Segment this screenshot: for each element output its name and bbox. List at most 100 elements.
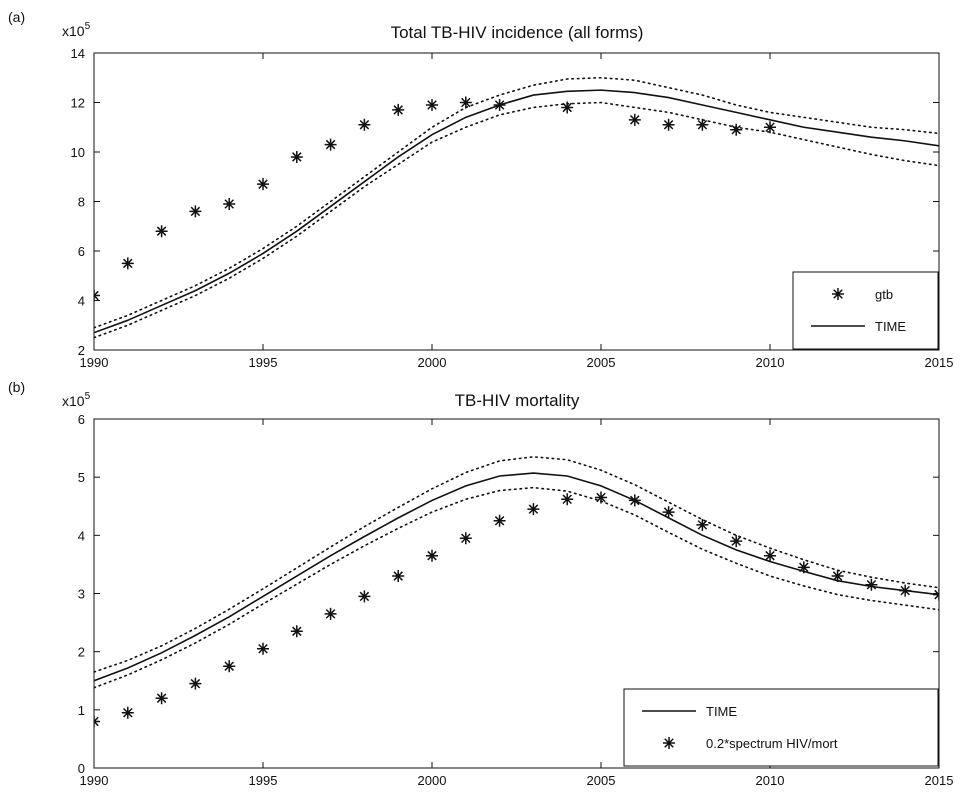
confidence-bound-line xyxy=(94,101,939,339)
x-tick-label: 1990 xyxy=(80,355,109,370)
data-point-star xyxy=(257,642,269,655)
data-point-star xyxy=(94,715,100,728)
series-time-line xyxy=(94,472,939,682)
data-point-star xyxy=(94,289,100,302)
data-point-star xyxy=(426,98,438,111)
data-point-star xyxy=(696,518,709,531)
x-tick-label: 2010 xyxy=(756,773,785,788)
multiplier-exponent: 5 xyxy=(85,391,91,402)
data-point-star xyxy=(628,113,641,126)
y-tick-label: 12 xyxy=(71,96,85,111)
data-point-star xyxy=(358,118,371,131)
legend-label: TIME xyxy=(875,319,906,334)
y-tick-label: 4 xyxy=(78,528,85,543)
data-point-star xyxy=(459,532,472,545)
y-tick-label: 14 xyxy=(71,46,85,61)
data-point-star xyxy=(865,578,878,591)
data-point-star xyxy=(662,118,675,131)
data-point-star xyxy=(933,588,939,601)
series-gtb-markers xyxy=(94,96,776,302)
data-point-star xyxy=(662,506,675,519)
y-tick-label: 6 xyxy=(78,412,85,427)
data-point-star xyxy=(493,514,506,527)
data-point-star xyxy=(121,257,134,270)
data-point-star xyxy=(764,121,776,134)
legend-label: gtb xyxy=(875,287,893,302)
data-point-star xyxy=(831,570,844,583)
y-tick-label: 10 xyxy=(71,145,85,160)
data-point-star xyxy=(189,677,202,690)
y-axis-multiplier: x105 xyxy=(62,391,91,409)
panel-a: (a) Total TB-HIV incidence (all forms) x10… xyxy=(8,9,953,370)
data-point-star xyxy=(797,561,810,574)
data-point-star xyxy=(324,607,337,620)
data-point-star xyxy=(459,96,472,109)
multiplier-base: x10 xyxy=(62,23,85,39)
legend: TIME 0.2*spectrum HIV/mort xyxy=(623,688,939,767)
y-tick-label: 2 xyxy=(78,645,85,660)
data-point-star xyxy=(561,101,574,114)
y-tick-label: 1 xyxy=(78,703,85,718)
data-point-star xyxy=(121,706,134,719)
x-tick-label: 2005 xyxy=(587,355,616,370)
data-point-star xyxy=(696,118,709,131)
data-point-star xyxy=(764,549,776,562)
y-tick-label: 4 xyxy=(78,294,85,309)
data-point-star xyxy=(358,590,371,603)
multiplier-exponent: 5 xyxy=(85,21,91,32)
legend-box xyxy=(792,271,939,350)
y-tick-label: 0 xyxy=(78,761,85,776)
legend-star-marker xyxy=(663,737,675,749)
chart-title: TB-HIV mortality xyxy=(455,391,580,410)
x-tick-label: 1995 xyxy=(249,773,278,788)
legend-label: TIME xyxy=(706,704,737,719)
chart-title: Total TB-HIV incidence (all forms) xyxy=(391,23,644,42)
data-point-star xyxy=(527,503,540,516)
x-tick-label: 2010 xyxy=(756,355,785,370)
data-point-star xyxy=(595,491,607,504)
legend-label: 0.2*spectrum HIV/mort xyxy=(706,736,838,751)
panel-label: (a) xyxy=(8,9,25,25)
y-tick-label: 2 xyxy=(78,343,85,358)
panel-label: (b) xyxy=(8,379,25,395)
multiplier-base: x10 xyxy=(62,393,85,409)
data-point-star xyxy=(155,692,168,705)
y-tick-label: 3 xyxy=(78,587,85,602)
legend-star-marker xyxy=(832,288,844,300)
data-point-star xyxy=(561,493,574,506)
y-tick-label: 8 xyxy=(78,195,85,210)
x-tick-label: 2000 xyxy=(418,773,447,788)
x-tick-label: 2015 xyxy=(925,773,954,788)
data-point-star xyxy=(392,570,405,583)
data-point-star xyxy=(628,494,641,507)
confidence-bound-line xyxy=(94,486,939,689)
x-tick-label: 2015 xyxy=(925,355,954,370)
x-tick-label: 1995 xyxy=(249,355,278,370)
data-point-star xyxy=(899,584,912,597)
data-point-star xyxy=(155,225,168,238)
series-0-2-spectrum-hiv-mort-markers xyxy=(94,491,939,728)
legend-box xyxy=(623,688,939,767)
y-tick-label: 6 xyxy=(78,244,85,259)
y-tick-label: 5 xyxy=(78,470,85,485)
x-tick-label: 1990 xyxy=(80,773,109,788)
data-point-star xyxy=(392,103,405,116)
legend: gtb TIME xyxy=(792,271,939,350)
data-point-star xyxy=(223,660,236,673)
data-point-star xyxy=(290,625,303,638)
confidence-bound-line xyxy=(94,456,939,673)
y-axis-multiplier: x105 xyxy=(62,21,91,39)
x-tick-label: 2000 xyxy=(418,355,447,370)
data-point-star xyxy=(223,197,236,210)
x-tick-label: 2005 xyxy=(587,773,616,788)
data-point-star xyxy=(290,150,303,163)
data-point-star xyxy=(426,549,438,562)
data-point-star xyxy=(189,205,202,218)
data-point-star xyxy=(730,535,743,548)
data-point-star xyxy=(257,178,269,191)
data-point-star xyxy=(730,123,743,136)
series-time-line xyxy=(94,89,939,334)
data-point-star xyxy=(324,138,337,151)
